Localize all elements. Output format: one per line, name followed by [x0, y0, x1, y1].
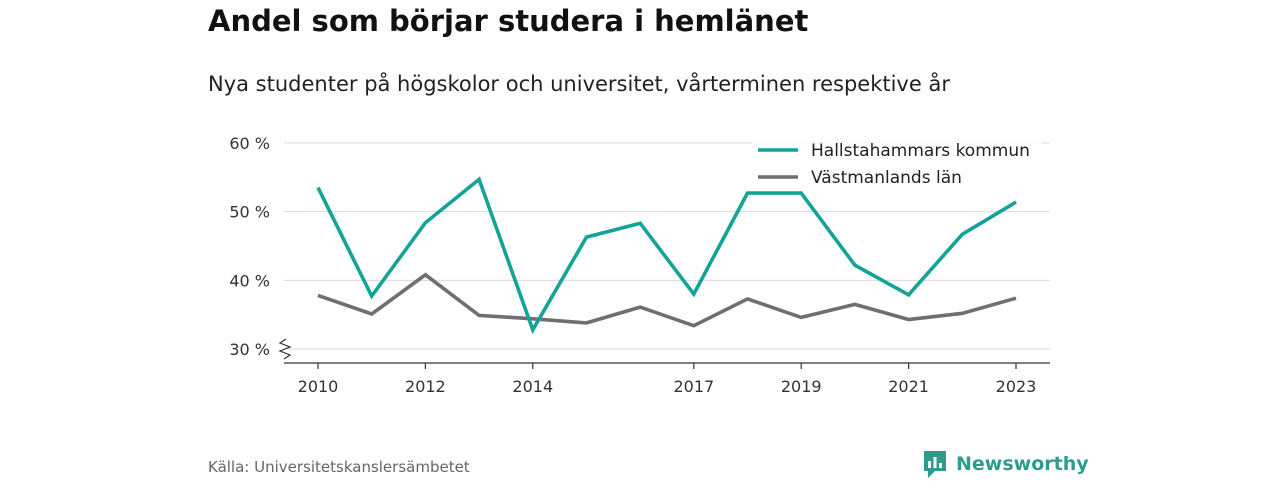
series-line-hallstahammar [316, 176, 1017, 335]
chart-title: Andel som börjar studera i hemlänet [208, 4, 809, 38]
x-tick-label: 2021 [888, 377, 929, 396]
legend-backdrop [752, 136, 1042, 162]
y-tick-label: 50 % [229, 203, 270, 222]
x-tick-label: 2017 [673, 377, 714, 396]
brand-logo: Newsworthy [922, 449, 1089, 479]
x-tick-label: 2012 [405, 377, 446, 396]
x-tick-label: 2010 [298, 377, 339, 396]
chart-subtitle: Nya studenter på högskolor och universit… [208, 72, 950, 96]
source-note: Källa: Universitetskanslersämbetet [208, 458, 470, 476]
axis-break-icon [278, 338, 292, 360]
x-tick-label: 2014 [512, 377, 553, 396]
brand-name: Newsworthy [956, 453, 1089, 475]
legend-backdrop [752, 163, 1042, 189]
x-tick-label: 2019 [781, 377, 822, 396]
series-line-vastmanland [317, 272, 1017, 328]
legend-label: Hallstahammars kommun [811, 141, 1030, 161]
legend-label: Västmanlands län [811, 168, 962, 188]
x-tick-label: 2023 [996, 377, 1037, 396]
y-tick-label: 30 % [229, 340, 270, 359]
y-tick-label: 40 % [229, 271, 270, 290]
chart-bubble-icon [924, 451, 946, 478]
y-tick-label: 60 % [229, 134, 270, 153]
